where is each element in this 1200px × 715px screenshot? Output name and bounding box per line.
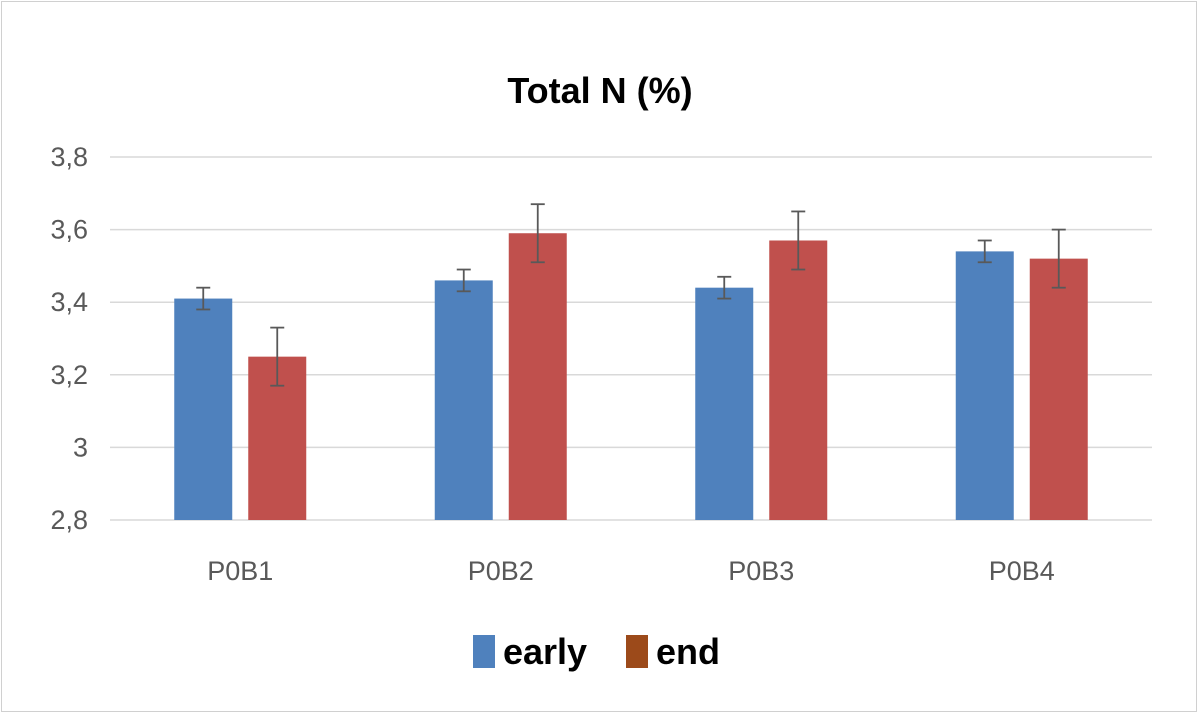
- error-bars: [196, 203, 1066, 387]
- legend-item-end: end: [626, 631, 720, 672]
- bar-early-p0b3: [695, 287, 754, 520]
- legend-item-early: early: [473, 631, 587, 672]
- y-axis-ticks: 2,8 3 3,2 3,4 3,6 3,8: [50, 142, 88, 535]
- error-bar-early-p0b4: [977, 239, 992, 264]
- error-bar-end-p0b2: [530, 203, 545, 264]
- bar-end-p0b4: [1029, 258, 1088, 520]
- bar-early-p0b2: [434, 280, 493, 520]
- error-bar-early-p0b2: [456, 268, 471, 293]
- y-tick-label: 3,2: [50, 360, 88, 390]
- bar-early-p0b1: [174, 298, 233, 520]
- x-category-label: P0B1: [207, 556, 273, 586]
- x-category-label: P0B2: [468, 556, 534, 586]
- chart-title: Total N (%): [507, 70, 692, 111]
- y-tick-label: 3,4: [50, 287, 88, 317]
- error-bar-end-p0b1: [270, 326, 285, 387]
- legend-swatch-early: [473, 635, 495, 668]
- error-bar-end-p0b3: [791, 210, 806, 271]
- legend: early end: [473, 631, 720, 672]
- bar-early-p0b4: [955, 251, 1014, 520]
- error-bar-end-p0b4: [1051, 228, 1066, 289]
- bar-end-p0b3: [769, 240, 828, 521]
- y-tick-label: 2,8: [50, 505, 88, 535]
- bar-end-p0b2: [508, 233, 567, 521]
- y-tick-label: 3,8: [50, 142, 88, 172]
- y-tick-label: 3: [73, 432, 88, 462]
- x-axis-categories: P0B1 P0B2 P0B3 P0B4: [207, 556, 1055, 586]
- legend-label-end: end: [656, 631, 720, 672]
- bars: [174, 233, 1088, 521]
- error-bar-early-p0b3: [717, 275, 732, 300]
- error-bar-early-p0b1: [196, 286, 211, 311]
- legend-label-early: early: [503, 631, 587, 672]
- x-category-label: P0B4: [989, 556, 1055, 586]
- y-tick-label: 3,6: [50, 215, 88, 245]
- legend-swatch-end: [626, 635, 648, 668]
- x-category-label: P0B3: [728, 556, 794, 586]
